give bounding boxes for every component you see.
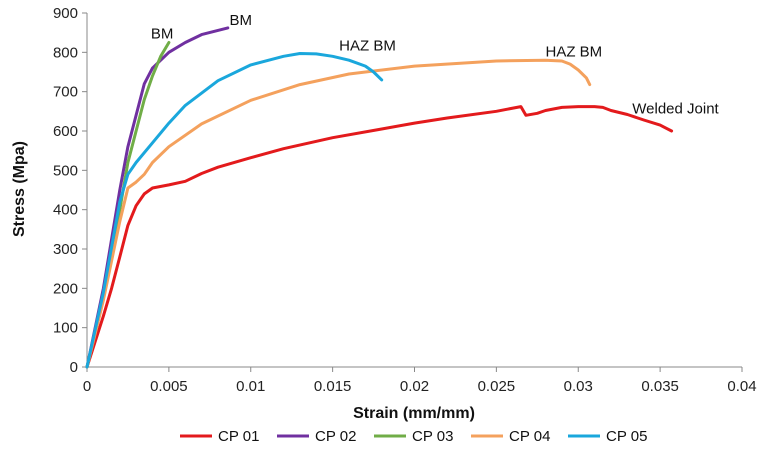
x-tick-label: 0.025	[478, 378, 516, 395]
x-tick-label: 0.01	[236, 378, 265, 395]
x-axis-title: Strain (mm/mm)	[353, 405, 475, 422]
x-tick-label: 0.005	[150, 378, 188, 395]
y-tick-label: 700	[53, 84, 78, 101]
x-tick-label: 0.04	[727, 378, 756, 395]
legend-entry: CP 03	[374, 428, 453, 445]
legend: CP 01 CP 02 CP 03 CP 04 CP 05	[180, 428, 647, 445]
axes: 0 100 200 300 400 500 600 700 800 900 0 0.005 0.01 0.…	[53, 5, 757, 395]
x-tick-label: 0.03	[564, 378, 593, 395]
y-tick-label: 800	[53, 44, 78, 61]
series-line-cp-05	[85, 52, 384, 369]
legend-entry: CP 01	[180, 428, 259, 445]
legend-label: CP 02	[315, 428, 356, 445]
legend-label: CP 01	[218, 428, 259, 445]
legend-label: CP 04	[509, 428, 550, 445]
y-tick-label: 0	[70, 359, 78, 376]
x-tick-label: 0.035	[641, 378, 679, 395]
series-line-cp-02	[85, 26, 230, 369]
x-tick-label: 0	[83, 378, 91, 395]
series-line-cp-01	[85, 105, 674, 369]
legend-entry: CP 04	[471, 428, 550, 445]
annotation-label: Welded Joint	[632, 100, 719, 117]
y-tick-label: 200	[53, 280, 78, 297]
annotation-label: HAZ BM	[339, 37, 396, 54]
y-tick-label: 100	[53, 320, 78, 337]
x-tick-label: 0.02	[400, 378, 429, 395]
y-tick-label: 900	[53, 5, 78, 22]
series-lines	[85, 26, 674, 369]
y-tick-label: 500	[53, 162, 78, 179]
annotation-label: BM	[229, 12, 252, 29]
series-line-cp-04	[85, 58, 592, 369]
legend-entry: CP 05	[568, 428, 647, 445]
x-tick-label: 0.015	[314, 378, 352, 395]
legend-entry: CP 02	[277, 428, 356, 445]
annotation-label: HAZ BM	[546, 43, 603, 60]
annotations: BM BM HAZ BM HAZ BM Welded Joint	[151, 12, 720, 118]
y-tick-label: 400	[53, 202, 78, 219]
y-tick-label: 300	[53, 241, 78, 258]
legend-label: CP 05	[606, 428, 647, 445]
annotation-label: BM	[151, 26, 174, 43]
legend-label: CP 03	[412, 428, 453, 445]
y-tick-label: 600	[53, 123, 78, 140]
y-axis-title: Stress (Mpa)	[11, 141, 28, 237]
